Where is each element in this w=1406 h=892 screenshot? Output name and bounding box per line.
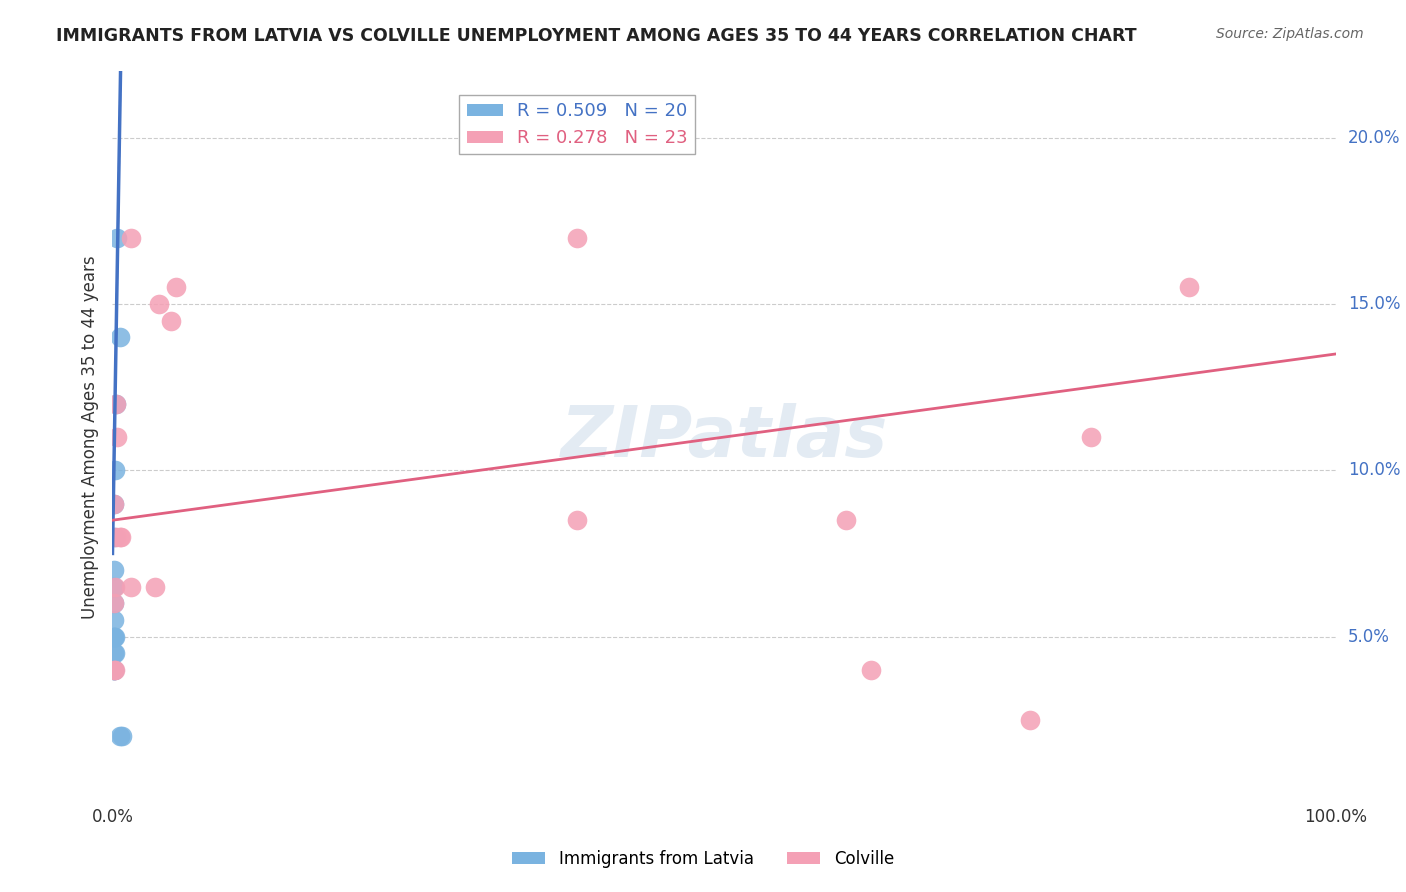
Point: [859, 663, 882, 677]
Point: [160, 314, 183, 328]
Point: [104, 663, 127, 677]
Point: [105, 230, 128, 244]
Text: 20.0%: 20.0%: [1348, 128, 1400, 147]
Point: [104, 646, 127, 660]
Point: [108, 729, 131, 743]
Point: [835, 513, 858, 527]
Point: [103, 646, 125, 660]
Point: [120, 230, 142, 244]
Point: [567, 513, 589, 527]
Point: [103, 530, 125, 544]
Point: [103, 580, 125, 594]
Point: [120, 580, 142, 594]
Point: [103, 663, 125, 677]
Point: [103, 663, 125, 677]
Text: IMMIGRANTS FROM LATVIA VS COLVILLE UNEMPLOYMENT AMONG AGES 35 TO 44 YEARS CORREL: IMMIGRANTS FROM LATVIA VS COLVILLE UNEMP…: [56, 27, 1137, 45]
Point: [104, 630, 127, 644]
Point: [1080, 430, 1102, 444]
Point: [103, 630, 125, 644]
Point: [103, 630, 125, 644]
Point: [143, 580, 166, 594]
Point: [108, 530, 131, 544]
Text: 10.0%: 10.0%: [1348, 461, 1400, 479]
Point: [104, 463, 127, 477]
Point: [103, 497, 125, 511]
Y-axis label: Unemployment Among Ages 35 to 44 years: Unemployment Among Ages 35 to 44 years: [80, 255, 98, 619]
Point: [105, 397, 128, 411]
Point: [1178, 280, 1201, 294]
Legend: Immigrants from Latvia, Colville: Immigrants from Latvia, Colville: [505, 844, 901, 875]
Point: [103, 596, 125, 610]
Legend: R = 0.509   N = 20, R = 0.278   N = 23: R = 0.509 N = 20, R = 0.278 N = 23: [460, 95, 695, 154]
Text: 5.0%: 5.0%: [1348, 628, 1389, 646]
Point: [103, 563, 125, 577]
Point: [165, 280, 187, 294]
Text: Source: ZipAtlas.com: Source: ZipAtlas.com: [1216, 27, 1364, 41]
Point: [110, 530, 132, 544]
Point: [103, 663, 125, 677]
Point: [111, 729, 134, 743]
Point: [105, 530, 128, 544]
Point: [105, 430, 128, 444]
Point: [103, 613, 125, 627]
Point: [1018, 713, 1040, 727]
Text: 15.0%: 15.0%: [1348, 295, 1400, 313]
Point: [103, 596, 125, 610]
Point: [148, 297, 170, 311]
Point: [108, 330, 131, 344]
Text: ZIPatlas: ZIPatlas: [561, 402, 887, 472]
Point: [567, 230, 589, 244]
Point: [105, 397, 128, 411]
Point: [104, 580, 127, 594]
Point: [103, 497, 125, 511]
Point: [103, 663, 125, 677]
